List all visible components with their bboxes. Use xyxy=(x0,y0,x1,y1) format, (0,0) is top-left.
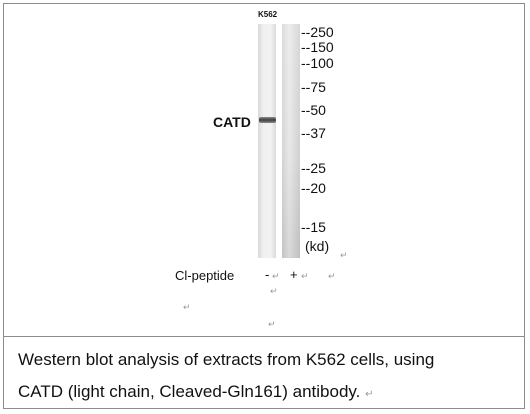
marker-100: --100 xyxy=(301,55,334,71)
paragraph-mark: ↵ xyxy=(270,286,278,296)
unit-label: (kd) xyxy=(305,238,330,254)
marker-150: --150 xyxy=(301,39,334,55)
marker-250: --250 xyxy=(301,24,334,40)
blot-lane-plus xyxy=(282,24,300,258)
caption-line-1: Western blot analysis of extracts from K… xyxy=(18,350,435,369)
plus-sign: + xyxy=(290,267,298,282)
marker-50: --50 xyxy=(301,102,326,118)
marker-37: --37 xyxy=(301,125,326,141)
protein-label: CATD xyxy=(213,114,251,130)
paragraph-mark: ↵ xyxy=(272,271,280,281)
caption-divider xyxy=(3,336,525,337)
paragraph-mark: ↵ xyxy=(268,319,276,329)
peptide-label: Cl-peptide xyxy=(175,268,235,283)
minus-sign: - xyxy=(265,267,270,282)
protein-band xyxy=(259,117,276,123)
marker-25: --25 xyxy=(301,160,326,176)
figure-frame xyxy=(3,3,525,409)
paragraph-mark: ↵ xyxy=(301,271,309,281)
marker-15: --15 xyxy=(301,219,326,235)
blot-lane-minus xyxy=(258,24,276,258)
marker-20: --20 xyxy=(301,180,326,196)
lane-label: K562 xyxy=(258,10,278,19)
paragraph-mark: ↵ xyxy=(340,250,348,260)
marker-75: --75 xyxy=(301,79,326,95)
caption-line-2: CATD (light chain, Cleaved-Gln161) antib… xyxy=(18,376,518,411)
paragraph-mark: ↵ xyxy=(183,302,191,312)
caption-line-2-text: CATD (light chain, Cleaved-Gln161) antib… xyxy=(18,382,361,401)
paragraph-mark: ↵ xyxy=(365,389,374,400)
paragraph-mark: ↵ xyxy=(328,271,336,281)
figure-caption: Western blot analysis of extracts from K… xyxy=(18,344,518,411)
